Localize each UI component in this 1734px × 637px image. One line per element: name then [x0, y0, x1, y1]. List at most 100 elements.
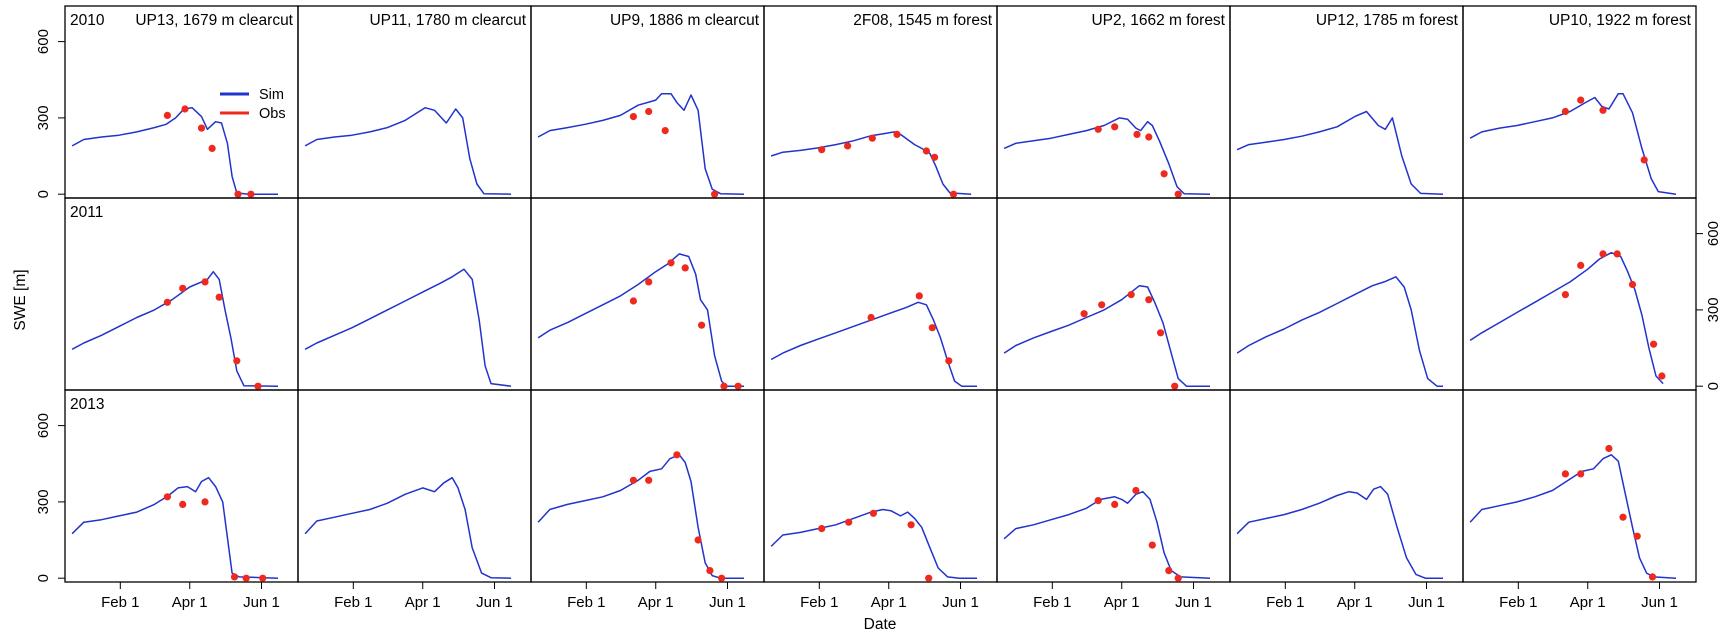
- obs-point: [1599, 106, 1607, 114]
- y-tick-label: 300: [1705, 297, 1722, 322]
- y-tick-label: 300: [35, 489, 52, 514]
- site-title: UP13, 1679 m clearcut: [135, 12, 293, 29]
- sim-series-line: [71, 476, 279, 579]
- obs-point: [247, 190, 255, 198]
- obs-point: [907, 521, 915, 529]
- x-tick-label: Apr 1: [1570, 594, 1606, 611]
- obs-point: [645, 107, 653, 116]
- x-tick-label: Jun 1: [243, 594, 280, 611]
- obs-point: [844, 142, 852, 150]
- panel-frame: [996, 197, 1231, 391]
- obs-point: [922, 147, 931, 155]
- obs-point: [1160, 170, 1168, 178]
- obs-point: [1157, 329, 1165, 337]
- obs-point: [1658, 372, 1666, 380]
- x-tick-label: Feb 1: [800, 594, 838, 611]
- obs-point: [233, 357, 241, 365]
- obs-point: [1094, 125, 1102, 133]
- panel-r0-c2: UP9, 1886 m clearcut: [530, 5, 765, 199]
- obs-point: [1127, 291, 1135, 299]
- obs-point: [1577, 261, 1585, 269]
- legend-label-obs: Obs: [259, 106, 286, 122]
- panel-frame: [530, 197, 765, 391]
- panel-frame: [996, 5, 1231, 199]
- panels-grid: UP13, 1679 m clearcut 2010 UP11, 1780 m cl…: [64, 5, 1697, 583]
- panel-r1-c3: [763, 197, 998, 391]
- x-axis-col-1: Feb 1 Apr 1 Jun 1: [334, 582, 513, 611]
- obs-point: [949, 190, 958, 198]
- panel-r0-c5: UP12, 1785 m forest: [1229, 5, 1464, 199]
- panel-r0-c6: UP10, 1922 m forest: [1462, 5, 1697, 199]
- panel-r1-c4: [996, 197, 1231, 391]
- panel-r2-c0: 2013: [64, 389, 299, 583]
- obs-point: [1613, 250, 1621, 258]
- site-title: UP12, 1785 m forest: [1316, 12, 1459, 29]
- x-tick-label: Apr 1: [1337, 594, 1373, 611]
- sim-series-line: [304, 268, 512, 387]
- obs-point: [1577, 96, 1585, 104]
- obs-point: [645, 278, 653, 286]
- obs-point: [1619, 513, 1627, 521]
- panel-r2-c5: [1229, 389, 1464, 583]
- obs-point: [1080, 310, 1088, 318]
- obs-point: [893, 130, 901, 138]
- x-tick-label: Feb 1: [101, 594, 139, 611]
- obs-point: [945, 357, 953, 365]
- obs-point: [1145, 133, 1153, 141]
- panel-r2-c4: [996, 389, 1231, 583]
- panel-frame: [64, 197, 299, 391]
- obs-point: [818, 525, 826, 533]
- obs-point: [163, 298, 171, 306]
- y-axis-row-0: 0 300 600: [35, 29, 65, 198]
- sim-series-line: [304, 476, 512, 579]
- year-label: 2011: [70, 204, 103, 221]
- obs-point: [869, 509, 878, 517]
- panel-frame: [1229, 5, 1464, 199]
- panel-frame: [64, 389, 299, 583]
- x-tick-label: Apr 1: [172, 594, 208, 611]
- obs-point: [179, 500, 187, 508]
- year-label: 2013: [70, 396, 104, 413]
- sim-series-line: [1236, 110, 1444, 195]
- obs-point: [201, 278, 209, 286]
- obs-point: [1145, 296, 1153, 304]
- obs-point: [734, 382, 742, 390]
- sim-series-line: [1469, 251, 1664, 385]
- obs-point: [242, 574, 250, 582]
- obs-point: [845, 518, 853, 526]
- obs-point: [673, 451, 681, 459]
- x-tick-label: Feb 1: [1033, 594, 1071, 611]
- obs-point: [706, 567, 714, 575]
- x-tick-label: Jun 1: [709, 594, 746, 611]
- x-tick-label: Apr 1: [638, 594, 674, 611]
- sim-series-line: [1236, 485, 1443, 579]
- x-axis-col-6: Feb 1 Apr 1 Jun 1: [1499, 582, 1678, 611]
- obs-point: [181, 105, 189, 113]
- obs-point: [1648, 573, 1657, 581]
- y-axis-row-2: 0 300 600: [35, 413, 65, 582]
- x-tick-label: Jun 1: [1175, 594, 1212, 611]
- panel-frame: [297, 5, 532, 199]
- obs-point: [818, 146, 826, 154]
- sim-series-line: [537, 253, 744, 387]
- sim-series-line: [1469, 454, 1677, 579]
- obs-point: [1628, 280, 1637, 289]
- obs-point: [1148, 541, 1156, 549]
- panel-frame: [763, 197, 998, 391]
- obs-point: [254, 382, 262, 390]
- y-tick-label: 0: [35, 574, 52, 582]
- obs-point: [629, 297, 638, 305]
- obs-point: [867, 313, 875, 322]
- obs-point: [1640, 156, 1648, 164]
- panel-frame: [763, 5, 998, 199]
- obs-point: [718, 574, 726, 582]
- panel-frame: [1229, 197, 1464, 391]
- obs-point: [1174, 574, 1182, 582]
- obs-point: [629, 113, 638, 121]
- obs-point: [667, 259, 675, 267]
- obs-point: [868, 134, 876, 142]
- x-tick-label: Apr 1: [871, 594, 907, 611]
- obs-point: [1111, 500, 1119, 508]
- y-tick-label: 0: [35, 190, 52, 198]
- obs-point: [1171, 382, 1179, 390]
